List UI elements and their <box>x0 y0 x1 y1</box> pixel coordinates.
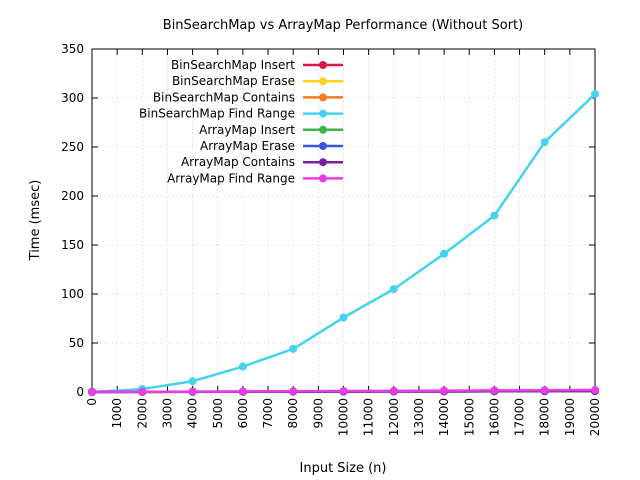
y-tick-label: 0 <box>76 385 84 399</box>
legend-swatch-marker <box>319 77 327 86</box>
x-tick-label: 20000 <box>588 398 602 436</box>
legend-swatch-marker <box>319 93 327 102</box>
legend-label: ArrayMap Contains <box>181 155 295 169</box>
legend-swatch-marker <box>319 142 327 150</box>
x-tick-label: 6000 <box>236 398 250 429</box>
x-tick-label: 4000 <box>186 398 200 429</box>
legend-label: BinSearchMap Find Range <box>139 107 295 121</box>
x-tick-label: 3000 <box>160 398 174 429</box>
series-line <box>91 93 596 394</box>
legend-item-binsearchmap-find-range: BinSearchMap Find Range <box>139 107 343 121</box>
x-tick-label: 13000 <box>412 398 426 436</box>
y-axis-label: Time (msec) <box>28 180 43 262</box>
data-point <box>440 249 449 258</box>
legend-item-binsearchmap-contains: BinSearchMap Contains <box>153 90 343 104</box>
data-point <box>540 138 549 147</box>
data-point <box>389 386 398 395</box>
data-point <box>389 285 398 294</box>
legend-item-binsearchmap-erase: BinSearchMap Erase <box>172 74 343 88</box>
x-tick-label: 2000 <box>135 398 149 429</box>
x-tick-label: 1000 <box>110 398 124 429</box>
x-tick-label: 15000 <box>462 398 476 436</box>
legend-swatch-marker <box>319 61 327 69</box>
y-tick-label: 50 <box>69 336 84 350</box>
data-point <box>591 90 599 99</box>
x-tick-label: 0 <box>85 398 99 406</box>
data-point <box>490 386 499 395</box>
data-point <box>138 387 147 396</box>
legend-label: ArrayMap Find Range <box>167 171 295 185</box>
data-point <box>339 387 348 396</box>
x-tick-label: 8000 <box>286 398 300 429</box>
series-arraymap-find-range <box>88 386 599 396</box>
legend-item-binsearchmap-insert: BinSearchMap Insert <box>171 58 343 72</box>
y-tick-label: 150 <box>61 238 84 252</box>
data-point <box>339 313 348 322</box>
data-point <box>238 362 247 371</box>
data-point <box>188 387 197 396</box>
data-point <box>540 386 549 395</box>
data-point <box>490 211 499 220</box>
legend-label: BinSearchMap Contains <box>153 90 295 104</box>
legend-swatch-marker <box>319 109 327 118</box>
x-tick-label: 12000 <box>387 398 401 436</box>
x-tick-label: 10000 <box>337 398 351 436</box>
chart-title: BinSearchMap vs ArrayMap Performance (Wi… <box>163 18 523 33</box>
x-tick-label: 9000 <box>311 398 325 429</box>
x-tick-label: 11000 <box>362 398 376 436</box>
x-tick-label: 16000 <box>487 398 501 436</box>
series-binsearchmap-find-range <box>88 90 599 396</box>
y-tick-label: 350 <box>61 42 84 56</box>
y-tick-label: 200 <box>61 189 84 203</box>
data-point <box>591 386 599 395</box>
series-group <box>88 90 599 396</box>
legend-label: BinSearchMap Insert <box>171 58 295 72</box>
legend-swatch-marker <box>319 158 327 167</box>
legend-swatch-marker <box>319 174 327 183</box>
legend: BinSearchMap Insert BinSearchMap Erase Bin… <box>139 58 343 185</box>
y-tick-label: 100 <box>61 287 84 301</box>
legend-item-arraymap-find-range: ArrayMap Find Range <box>167 171 343 185</box>
x-tick-label: 17000 <box>513 398 527 436</box>
y-axis: 0 50 100 150 200 250 300 350 <box>61 42 595 399</box>
legend-swatch-marker <box>319 125 327 134</box>
data-point <box>289 344 298 353</box>
x-axis: 0 1000 2000 3000 4000 5000 6000 7000 8000 9000 100… <box>85 49 602 436</box>
legend-label: ArrayMap Insert <box>199 123 295 137</box>
data-point <box>289 387 298 396</box>
data-point <box>238 387 247 396</box>
data-point <box>188 377 197 386</box>
x-tick-label: 19000 <box>563 398 577 436</box>
legend-item-arraymap-insert: ArrayMap Insert <box>199 123 343 137</box>
y-tick-label: 300 <box>61 91 84 105</box>
legend-label: ArrayMap Erase <box>200 139 295 153</box>
legend-item-arraymap-erase: ArrayMap Erase <box>200 139 343 153</box>
x-tick-label: 5000 <box>211 398 225 429</box>
data-point <box>440 386 449 395</box>
legend-label: BinSearchMap Erase <box>172 74 295 88</box>
y-tick-label: 250 <box>61 140 84 154</box>
x-tick-label: 18000 <box>538 398 552 436</box>
x-tick-label: 7000 <box>261 398 275 429</box>
x-axis-label: Input Size (n) <box>300 461 387 476</box>
data-point <box>88 388 96 396</box>
legend-item-arraymap-contains: ArrayMap Contains <box>181 155 343 169</box>
x-tick-label: 14000 <box>437 398 451 436</box>
